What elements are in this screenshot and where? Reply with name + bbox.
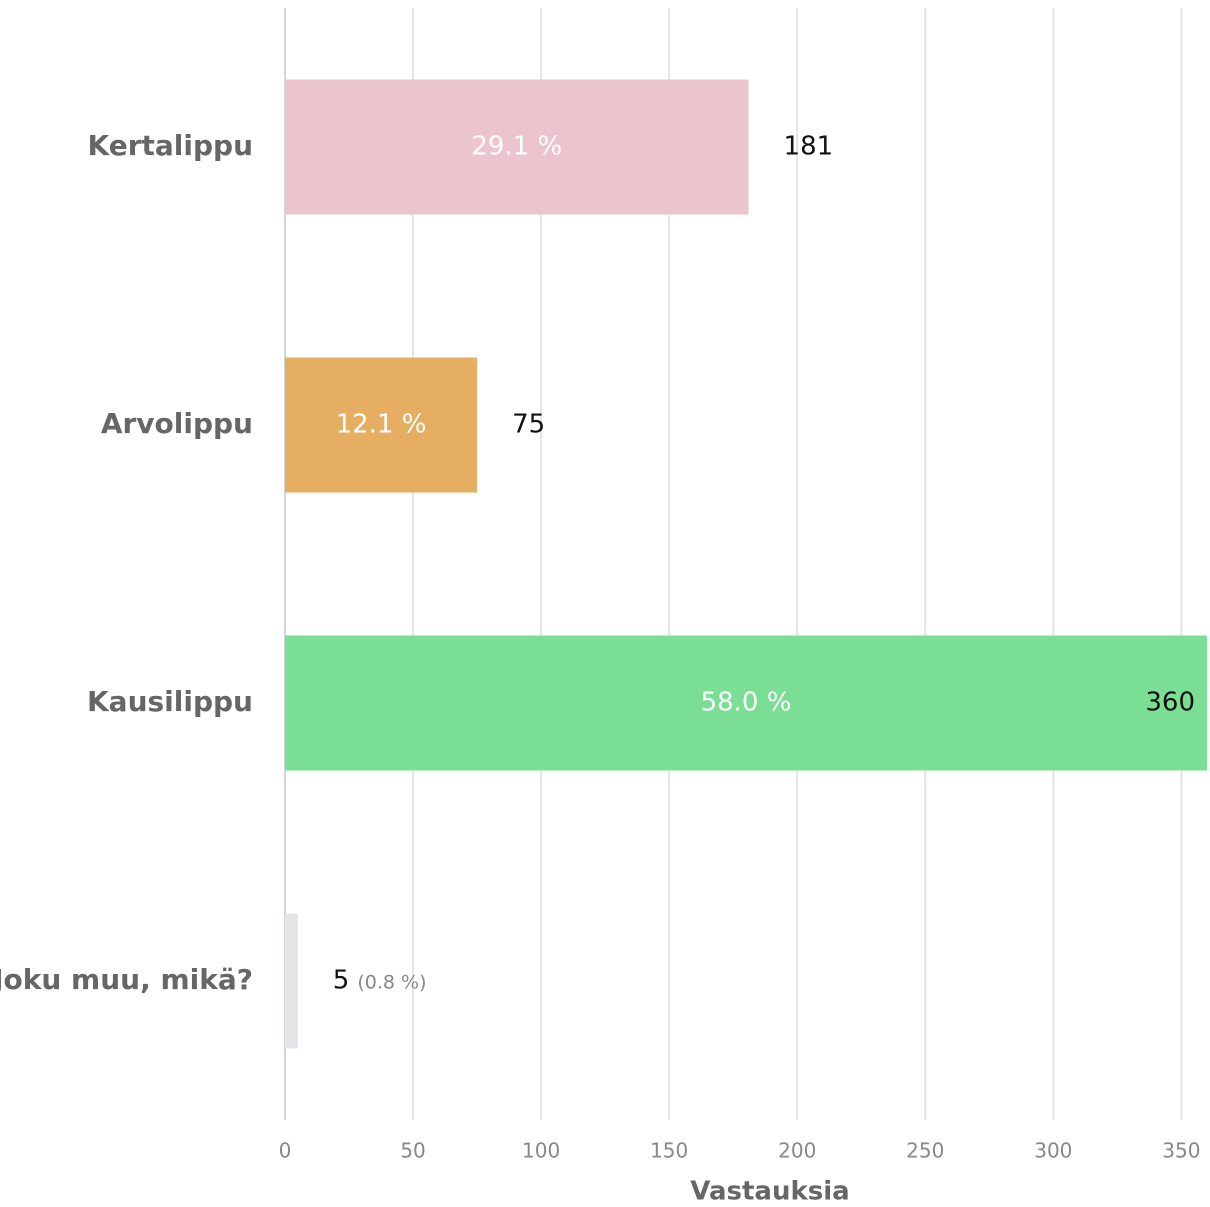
percent-label: 12.1 %: [336, 410, 427, 440]
category-label: Joku muu, mikä?: [0, 963, 253, 996]
x-tick-label: 300: [1034, 1139, 1072, 1163]
bar: [285, 913, 298, 1049]
x-axis-title: Vastauksia: [690, 1177, 849, 1207]
bar: [285, 635, 1207, 771]
value-label: 75: [512, 410, 545, 440]
percent-label: (0.8 %): [357, 972, 426, 994]
percent-label: 29.1 %: [471, 132, 562, 162]
category-label: Arvolippu: [101, 407, 253, 440]
value-label: 360: [1145, 688, 1195, 718]
x-tick-label: 50: [400, 1139, 425, 1163]
category-label: Kausilippu: [87, 685, 253, 718]
x-tick-label: 250: [906, 1139, 944, 1163]
bar: [285, 357, 478, 493]
category-label: Kertalippu: [88, 129, 254, 162]
value-label: 5: [333, 966, 350, 996]
x-tick-label: 100: [522, 1139, 560, 1163]
x-tick-label: 350: [1162, 1139, 1200, 1163]
value-label: 181: [784, 132, 834, 162]
percent-label: 58.0 %: [701, 688, 792, 718]
x-tick-label: 0: [279, 1139, 292, 1163]
x-tick-label: 150: [650, 1139, 688, 1163]
x-tick-label: 200: [778, 1139, 816, 1163]
bar: [285, 79, 749, 215]
